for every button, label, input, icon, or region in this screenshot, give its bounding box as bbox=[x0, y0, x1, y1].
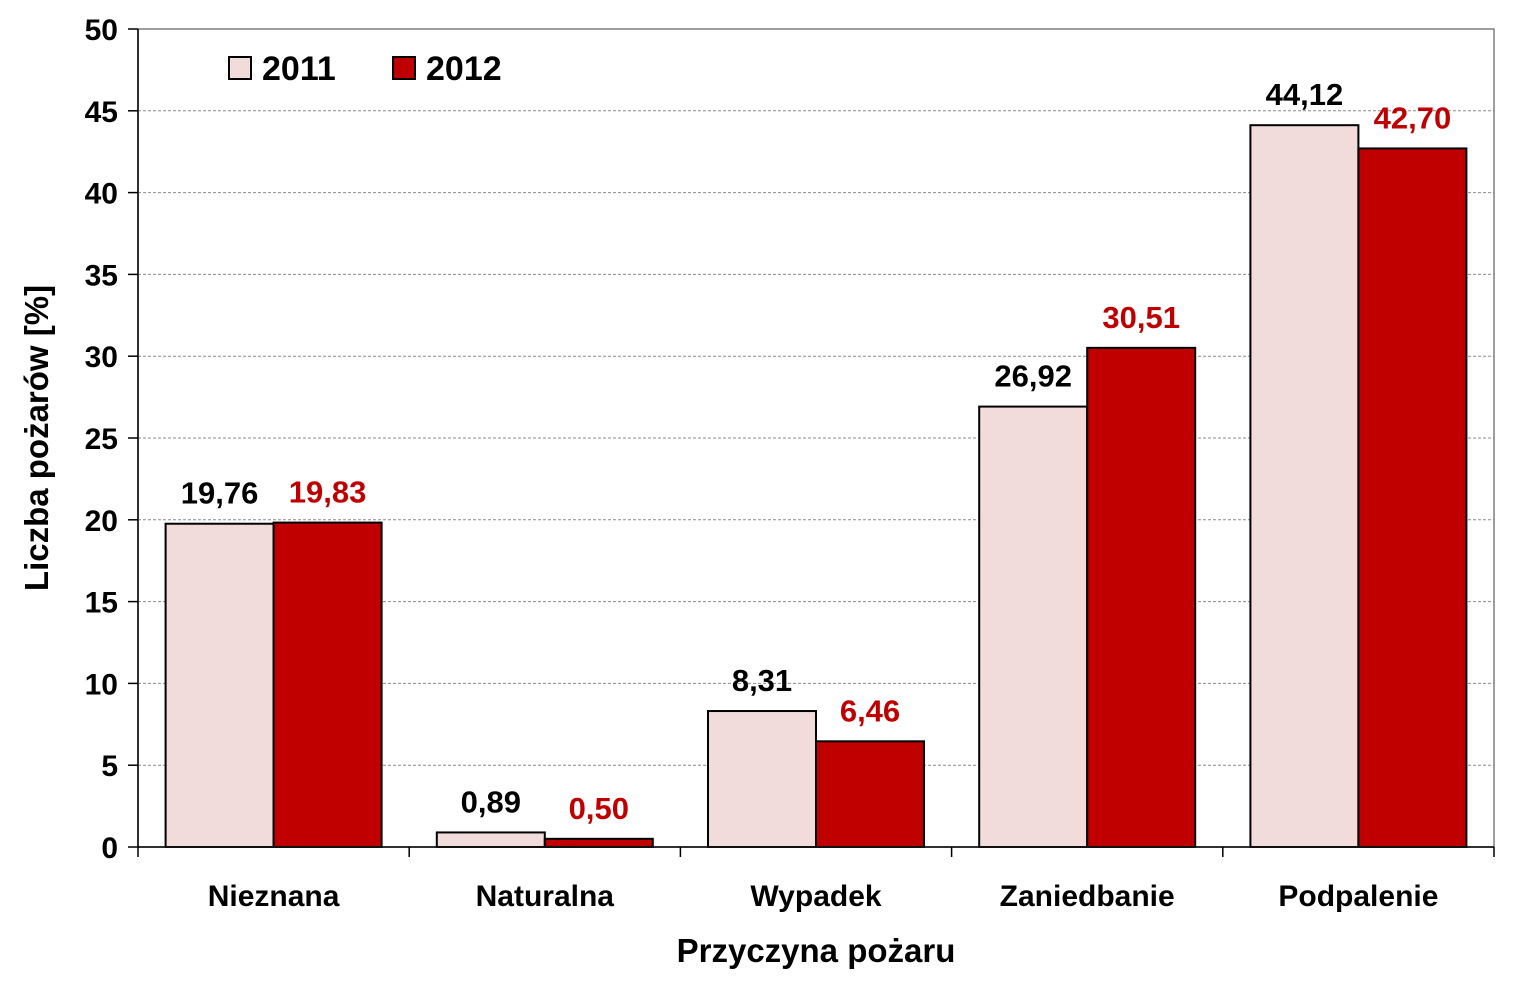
data-label-2011: 19,76 bbox=[181, 476, 259, 511]
data-label-2012: 42,70 bbox=[1374, 100, 1452, 135]
x-tick-label: Podpalenie bbox=[1278, 880, 1438, 913]
data-label-2011: 44,12 bbox=[1266, 77, 1344, 112]
data-label-2011: 26,92 bbox=[994, 359, 1072, 394]
legend: 2011 2012 bbox=[228, 50, 502, 88]
bar-2011 bbox=[1249, 124, 1360, 849]
legend-label-2012: 2012 bbox=[426, 50, 502, 88]
x-tick-label: Wypadek bbox=[750, 880, 881, 913]
y-axis-ticks: 0 5 10 15 20 25 30 35 40 45 50 bbox=[85, 14, 138, 865]
bar-2011 bbox=[707, 710, 817, 848]
bar-2012 bbox=[815, 740, 925, 848]
data-label-2012: 6,46 bbox=[840, 693, 900, 728]
bar-2012 bbox=[1086, 346, 1197, 848]
y-tick-label: 5 bbox=[101, 750, 118, 783]
bars bbox=[164, 124, 1468, 849]
legend-swatch-2012 bbox=[392, 56, 416, 80]
x-axis-title: Przyczyna pożaru bbox=[677, 932, 956, 969]
x-tick-label: Nieznana bbox=[208, 880, 340, 913]
bar-2011 bbox=[978, 405, 1089, 848]
y-tick-label: 25 bbox=[85, 423, 118, 456]
bar-2012 bbox=[1357, 147, 1468, 849]
y-tick-label: 45 bbox=[85, 96, 118, 129]
data-label-2012: 30,51 bbox=[1102, 300, 1180, 335]
data-label-2012: 19,83 bbox=[289, 475, 367, 510]
y-tick-label: 0 bbox=[101, 832, 118, 865]
y-tick-label: 10 bbox=[85, 668, 118, 701]
x-axis-categories: Nieznana Naturalna Wypadek Zaniedbanie Podpa… bbox=[208, 880, 1439, 913]
x-tick-label: Zaniedbanie bbox=[1000, 880, 1175, 913]
y-tick-label: 30 bbox=[85, 341, 118, 374]
legend-swatch-2011 bbox=[228, 56, 252, 80]
y-tick-label: 20 bbox=[85, 505, 118, 538]
y-axis-title: Liczba pożarów [%] bbox=[18, 285, 55, 591]
legend-label-2011: 2011 bbox=[262, 50, 336, 88]
y-tick-label: 40 bbox=[85, 178, 118, 211]
data-label-2012: 0,50 bbox=[569, 791, 629, 826]
y-tick-label: 35 bbox=[85, 259, 118, 292]
bar-2011 bbox=[164, 522, 275, 848]
data-label-2011: 8,31 bbox=[732, 663, 792, 698]
y-tick-label: 50 bbox=[85, 14, 118, 47]
data-label-2011: 0,89 bbox=[461, 784, 521, 819]
bar-2011 bbox=[435, 831, 546, 848]
data-labels: 19,76 19,83 0,89 0,50 8,31 6,46 26,92 30,51 44,1… bbox=[181, 77, 1451, 826]
bar-2012 bbox=[543, 837, 654, 849]
x-tick-label: Naturalna bbox=[476, 880, 615, 913]
y-tick-label: 15 bbox=[85, 587, 118, 620]
bar-2012 bbox=[272, 521, 383, 848]
